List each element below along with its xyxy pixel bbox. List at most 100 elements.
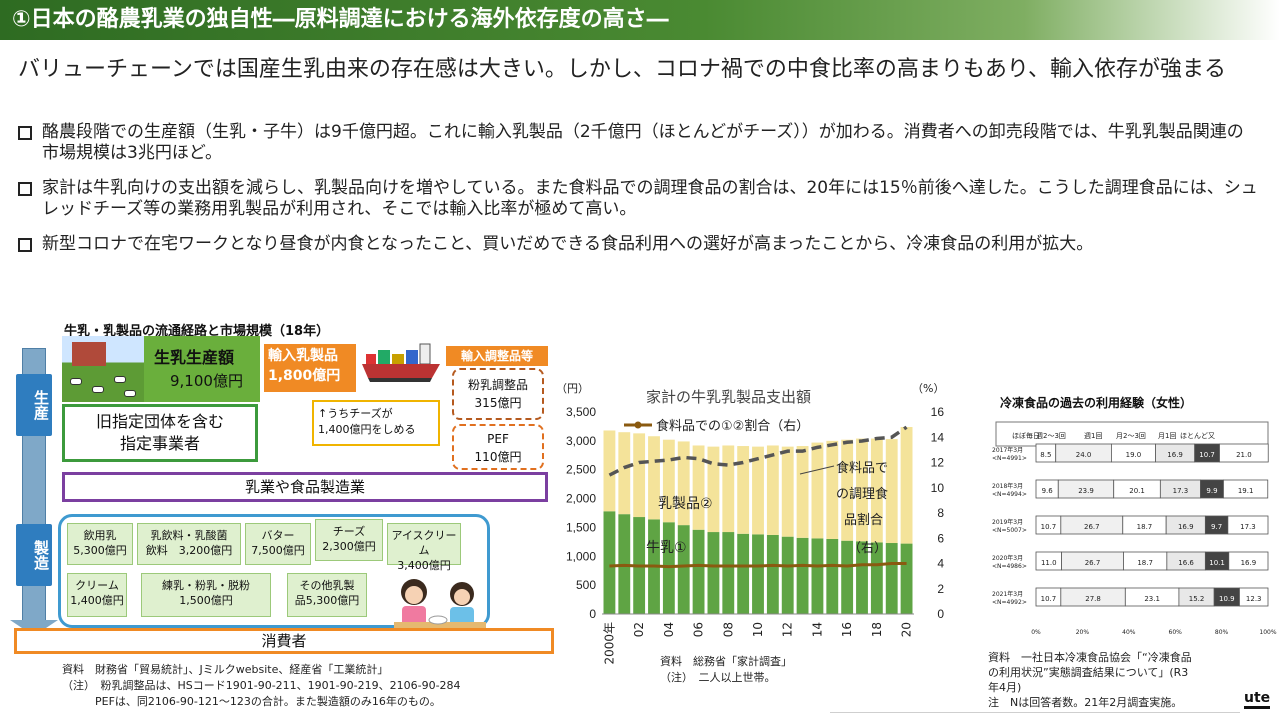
- segment-label: 10.7: [1041, 595, 1057, 603]
- x-tick-label: 2000年: [602, 622, 616, 665]
- segment-label: 23.1: [1144, 595, 1160, 603]
- legend-marker-icon: [634, 421, 642, 429]
- stack-segment: [1227, 515, 1269, 535]
- segment-label: 9.9: [1206, 487, 1217, 495]
- cargo-ship-icon: [362, 343, 440, 382]
- product-box: その他乳製 品5,300億円: [287, 573, 367, 617]
- frozen-chart-title: 冷凍食品の過去の利用経験（女性）: [1000, 396, 1193, 410]
- y-left-tick-label: 3,500: [566, 405, 596, 419]
- note-line: 注 Nは回答者数。21年2月調査実施。: [988, 696, 1183, 709]
- bar-milk: [692, 529, 705, 614]
- org-line: 旧指定団体を含む: [95, 412, 224, 431]
- cooked-label: 食料品で: [836, 460, 888, 476]
- bar-dairy: [662, 439, 675, 523]
- row-label: 2018年3月: [992, 482, 1023, 490]
- x-tick-label: 20%: [1076, 629, 1090, 636]
- slide-title: ①日本の酪農乳業の独自性―原料調達における海外依存度の高さ―: [0, 0, 1280, 40]
- expenditure-chart: 05001,0001,5002,0002,5003,0003,500024681…: [556, 382, 945, 665]
- bar-milk: [737, 533, 750, 614]
- y-right-tick-label: 4: [937, 557, 944, 571]
- segment-label: 20.1: [1129, 487, 1145, 495]
- x-tick-label: 18: [870, 622, 884, 637]
- bar-milk: [722, 532, 735, 614]
- segment-label: 10.1: [1209, 559, 1225, 567]
- pef-value: 110億円: [474, 450, 522, 464]
- square-bullet-icon: [18, 238, 32, 252]
- segment-label: 26.7: [1085, 559, 1101, 567]
- bar-milk: [677, 525, 690, 614]
- note-line: （注） 粉乳調整品は、HSコード1901-90-211、1901-90-219、…: [62, 679, 461, 692]
- segment-label: 19.1: [1238, 487, 1254, 495]
- bar-dairy: [603, 430, 616, 512]
- x-tick-label: 40%: [1122, 629, 1136, 636]
- bullet-item: 新型コロナで在宅ワークとなり昼食が内食となったこと、買いだめできる食品利用への選…: [18, 234, 1258, 255]
- import-adjusted-header: 輸入調整品等: [446, 346, 548, 366]
- import-box: 輸入乳製品 1,800億円: [264, 344, 356, 392]
- bar-milk: [856, 541, 868, 614]
- bar-dairy: [707, 446, 720, 533]
- farm-image: [62, 336, 144, 402]
- bar-dairy: [856, 438, 868, 542]
- import-title: 輸入乳製品: [268, 348, 338, 364]
- legend-label: 食料品での①②割合（右）: [656, 418, 809, 434]
- segment-label: 8.5: [1040, 451, 1051, 459]
- bullet-item: 家計は牛乳向けの支出額を減らし、乳製品向けを増やしている。また食料品での調理食品…: [18, 178, 1258, 220]
- bar-milk: [811, 538, 824, 614]
- stack-segment: [1239, 587, 1269, 607]
- y-left-unit: （円）: [556, 382, 589, 395]
- bar-dairy: [870, 438, 883, 543]
- segment-label: 11.0: [1041, 559, 1057, 567]
- bar-dairy: [885, 439, 898, 544]
- frozen-notes: 資料 一社日本冷凍食品協会「“冷凍食品 の利用状況”実態調査結果について」(R3…: [988, 650, 1250, 710]
- bullet-text: 酪農段階での生産額（生乳・子牛）は9千億円超。これに輸入乳製品（2千億円（ほとん…: [42, 122, 1244, 163]
- y-left-tick-label: 0: [589, 607, 596, 621]
- square-bullet-icon: [18, 126, 32, 140]
- import-value: 1,800億円: [268, 368, 341, 384]
- product-box: 練乳・粉乳・脱粉 1,500億円: [141, 573, 271, 617]
- powder-title: 粉乳調整品: [467, 378, 528, 392]
- row-label: <N=4994>: [992, 491, 1027, 498]
- bullet-list: 酪農段階での生産額（生乳・子牛）は9千億円超。これに輸入乳製品（2千億円（ほとん…: [18, 122, 1258, 269]
- bar-dairy: [633, 433, 646, 518]
- bullet-text: 家計は牛乳向けの支出額を減らし、乳製品向けを増やしている。また食料品での調理食品…: [42, 178, 1258, 219]
- x-tick-label: 12: [781, 622, 795, 637]
- bar-dairy: [766, 445, 779, 535]
- y-right-tick-label: 16: [931, 405, 945, 419]
- bullet-item: 酪農段階での生産額（生乳・子牛）は9千億円超。これに輸入乳製品（2千億円（ほとん…: [18, 122, 1258, 164]
- x-tick-label: 80%: [1215, 629, 1229, 636]
- y-right-tick-label: 14: [931, 430, 945, 444]
- powder-box: 粉乳調整品 315億円: [452, 368, 544, 420]
- x-tick-label: 06: [692, 622, 706, 637]
- x-tick-label: 02: [632, 622, 646, 637]
- chart-title: 家計の牛乳乳製品支出額: [646, 388, 811, 406]
- row-label: <N=4991>: [992, 455, 1027, 462]
- stage-label-production: 生産: [16, 374, 52, 436]
- note-line: 資料 財務省「貿易統計」、Jミルクwebsite、経産省「工業統計」: [62, 663, 389, 676]
- product-box: アイスクリーム 3,400億円: [387, 523, 461, 572]
- diagram-notes: 資料 財務省「貿易統計」、Jミルクwebsite、経産省「工業統計」 （注） 粉…: [62, 662, 562, 710]
- y-left-tick-label: 2,500: [566, 463, 596, 477]
- milk-production-box: 生乳生産額 9,100億円: [62, 336, 260, 402]
- footer-divider: [830, 712, 1240, 713]
- y-right-tick-label: 10: [931, 481, 945, 495]
- segment-label: 10.9: [1219, 595, 1235, 603]
- row-label: <N=5007>: [992, 527, 1027, 534]
- lead-text: バリューチェーンでは国産生乳由来の存在感は大きい。しかし、コロナ禍での中食比率の…: [18, 57, 1227, 82]
- y-left-tick-label: 500: [576, 578, 596, 592]
- consumer-box: 消費者: [14, 628, 554, 654]
- bar-milk: [752, 534, 764, 614]
- x-tick-label: 04: [662, 622, 676, 637]
- x-tick-label: 14: [810, 622, 824, 637]
- segment-label: 24.0: [1076, 451, 1092, 459]
- bar-dairy: [811, 442, 824, 539]
- segment-label: 27.8: [1085, 595, 1101, 603]
- bar-dairy: [737, 446, 750, 534]
- expenditure-notes: 資料 総務省「家計調査」 （注） 二人以上世帯。: [660, 654, 792, 686]
- family-eating-icon: [394, 579, 486, 630]
- segment-label: 16.9: [1178, 523, 1194, 531]
- product-box: チーズ 2,300億円: [315, 519, 383, 561]
- powder-value: 315億円: [474, 396, 522, 410]
- segment-label: 19.0: [1126, 451, 1142, 459]
- segment-label: 10.7: [1041, 523, 1057, 531]
